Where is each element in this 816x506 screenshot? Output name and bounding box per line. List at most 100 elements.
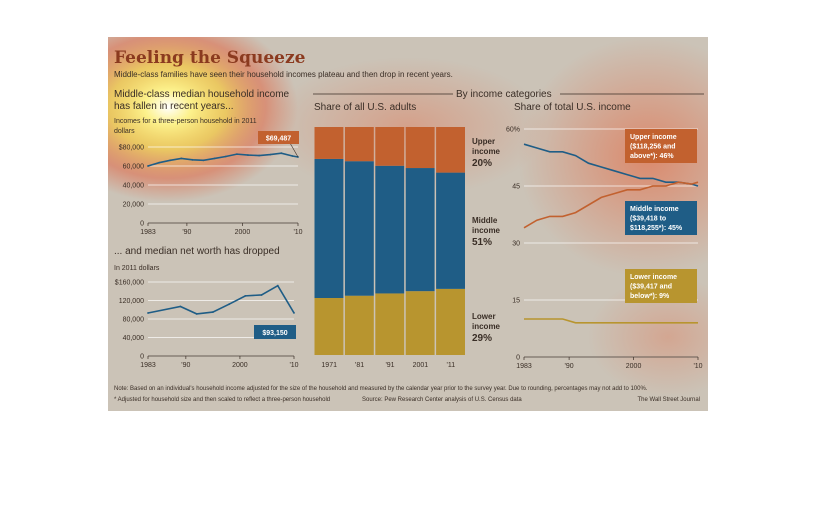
share-callout-lower-line: Lower income — [630, 274, 677, 281]
share-callout-upper-line: ($118,256 and — [630, 144, 676, 151]
panel-b-title: ... and median net worth has dropped — [114, 246, 280, 257]
lower-label-line-2: income — [472, 322, 501, 331]
bar-lower-segment — [436, 288, 465, 355]
bar-middle-segment — [405, 168, 435, 292]
panel-share-income: Share of total U.S. income 60% 45 30 15 0198… — [506, 102, 703, 370]
footer-source: Source: Pew Research Center analysis of … — [362, 397, 522, 403]
share-callout-lower-box — [625, 269, 697, 303]
income-data-point — [180, 157, 183, 160]
panel-a-subtitle-line-2: dollars — [114, 128, 135, 135]
income-data-point — [147, 165, 149, 167]
share-callout-middle-box — [625, 201, 697, 235]
middle-label-line-1: Middle — [472, 216, 498, 225]
upper-label-pct: 20% — [472, 158, 492, 169]
bar-upper-segment — [344, 127, 374, 162]
chart-figure: Feeling the Squeeze Middle-class familie… — [108, 37, 708, 411]
networth-series-line — [147, 284, 295, 315]
share-ytick-label: 0 — [516, 355, 520, 362]
panel-a-subtitle-line-1: Incomes for a three-person household in … — [114, 118, 257, 125]
income-data-point — [158, 161, 161, 164]
income-xtick-label: 2000 — [235, 229, 251, 236]
income-xtick-label: 1983 — [140, 229, 156, 236]
bar-upper-segment — [375, 127, 405, 166]
income-xtick-label: '90 — [182, 229, 191, 236]
middle-label-pct: 51% — [472, 237, 492, 248]
footer-credit: The Wall Street Journal — [638, 397, 700, 403]
bar-upper-segment — [436, 127, 465, 173]
bar-lower-segment — [344, 295, 374, 355]
section-heading: By income categories — [456, 89, 552, 100]
share-callout-middle-line: $118,255*): 45% — [630, 225, 683, 232]
share-ytick-label: 60% — [506, 127, 520, 134]
networth-callout-box — [254, 325, 296, 339]
share-callout-upper-box — [625, 129, 697, 163]
bar-lower-segment — [314, 298, 344, 355]
networth-xtick-label: 2000 — [232, 362, 248, 369]
chart-subtitle: Middle-class families have seen their ho… — [114, 70, 453, 79]
bar-category-label: '81 — [355, 362, 364, 369]
income-data-point — [280, 152, 283, 155]
networth-xtick-label: '10 — [289, 362, 298, 369]
share-xtick-label: 2000 — [626, 363, 642, 370]
income-data-point — [191, 158, 194, 161]
bar-lower-segment — [405, 291, 435, 355]
income-callout-box — [258, 131, 299, 144]
income-callout-leader — [289, 142, 299, 158]
networth-data-point — [260, 294, 263, 296]
panel-b-subtitle: In 2011 dollars — [114, 265, 160, 272]
lower-label-pct: 29% — [472, 333, 492, 344]
income-xtick-label: '10 — [293, 229, 302, 236]
footer-footnote: * Adjusted for household size and then s… — [114, 397, 330, 403]
chart-title: Feeling the Squeeze — [114, 48, 306, 68]
networth-data-point — [228, 303, 231, 306]
share-ytick-label: 45 — [512, 184, 520, 191]
share-callout-lower-line: below*): 9% — [630, 293, 670, 300]
bar-category-label: '91 — [385, 362, 394, 369]
share-callout-middle-line: ($39,418 to — [630, 216, 666, 223]
networth-data-point — [244, 294, 247, 297]
share-xtick-label: '10 — [693, 363, 702, 370]
income-data-point — [235, 153, 238, 156]
income-ytick-label: 60,000 — [123, 164, 145, 171]
networth-xtick-label: '90 — [181, 362, 190, 369]
income-callout-label: $69,487 — [266, 136, 291, 143]
upper-label-line-2: income — [472, 147, 501, 156]
networth-data-point — [211, 311, 214, 313]
bar-category-label: 2001 — [413, 362, 429, 369]
panel-a-title-line-2: has fallen in recent years... — [114, 101, 234, 112]
income-ytick-label: 0 — [140, 221, 144, 228]
share-ytick-label: 15 — [512, 298, 520, 305]
networth-data-point — [147, 312, 149, 314]
bar-upper-segment — [405, 127, 435, 169]
share-callout-upper-line: Upper income — [630, 134, 677, 141]
panel-household-income: Middle-class median household income has… — [114, 89, 303, 236]
networth-data-point — [179, 305, 182, 308]
income-data-point — [291, 155, 294, 157]
share-xtick-label: 1983 — [516, 363, 532, 370]
income-data-point — [247, 154, 249, 156]
income-data-point — [258, 154, 261, 157]
share-xtick-label: '90 — [565, 363, 574, 370]
networth-xtick-label: 1983 — [140, 362, 156, 369]
panel-share-adults: Share of all U.S. adults 1971 '81 '91 2001 '… — [314, 102, 501, 369]
bar-middle-segment — [344, 161, 374, 296]
share-callout-middle-line: Middle income — [630, 206, 679, 213]
networth-data-point — [195, 313, 198, 315]
share-upper-line — [523, 181, 699, 229]
bar-middle-segment — [436, 172, 465, 289]
share-middle-line — [523, 143, 699, 187]
bar-category-label: '11 — [446, 362, 455, 369]
networth-callout-label: $93,150 — [262, 330, 287, 337]
income-data-point — [269, 153, 272, 156]
networth-ytick-label: $160,000 — [115, 280, 144, 287]
income-ytick-label: 20,000 — [123, 202, 145, 209]
share-ytick-label: 30 — [512, 241, 520, 248]
bar-middle-segment — [314, 158, 344, 298]
share-lower-line — [524, 318, 698, 324]
panel-d-title: Share of total U.S. income — [514, 102, 631, 113]
networth-data-point — [276, 284, 279, 287]
middle-label-line-2: income — [472, 226, 501, 235]
income-data-point — [224, 155, 227, 158]
panel-c-title: Share of all U.S. adults — [314, 102, 416, 113]
income-ytick-label: 40,000 — [123, 183, 145, 190]
